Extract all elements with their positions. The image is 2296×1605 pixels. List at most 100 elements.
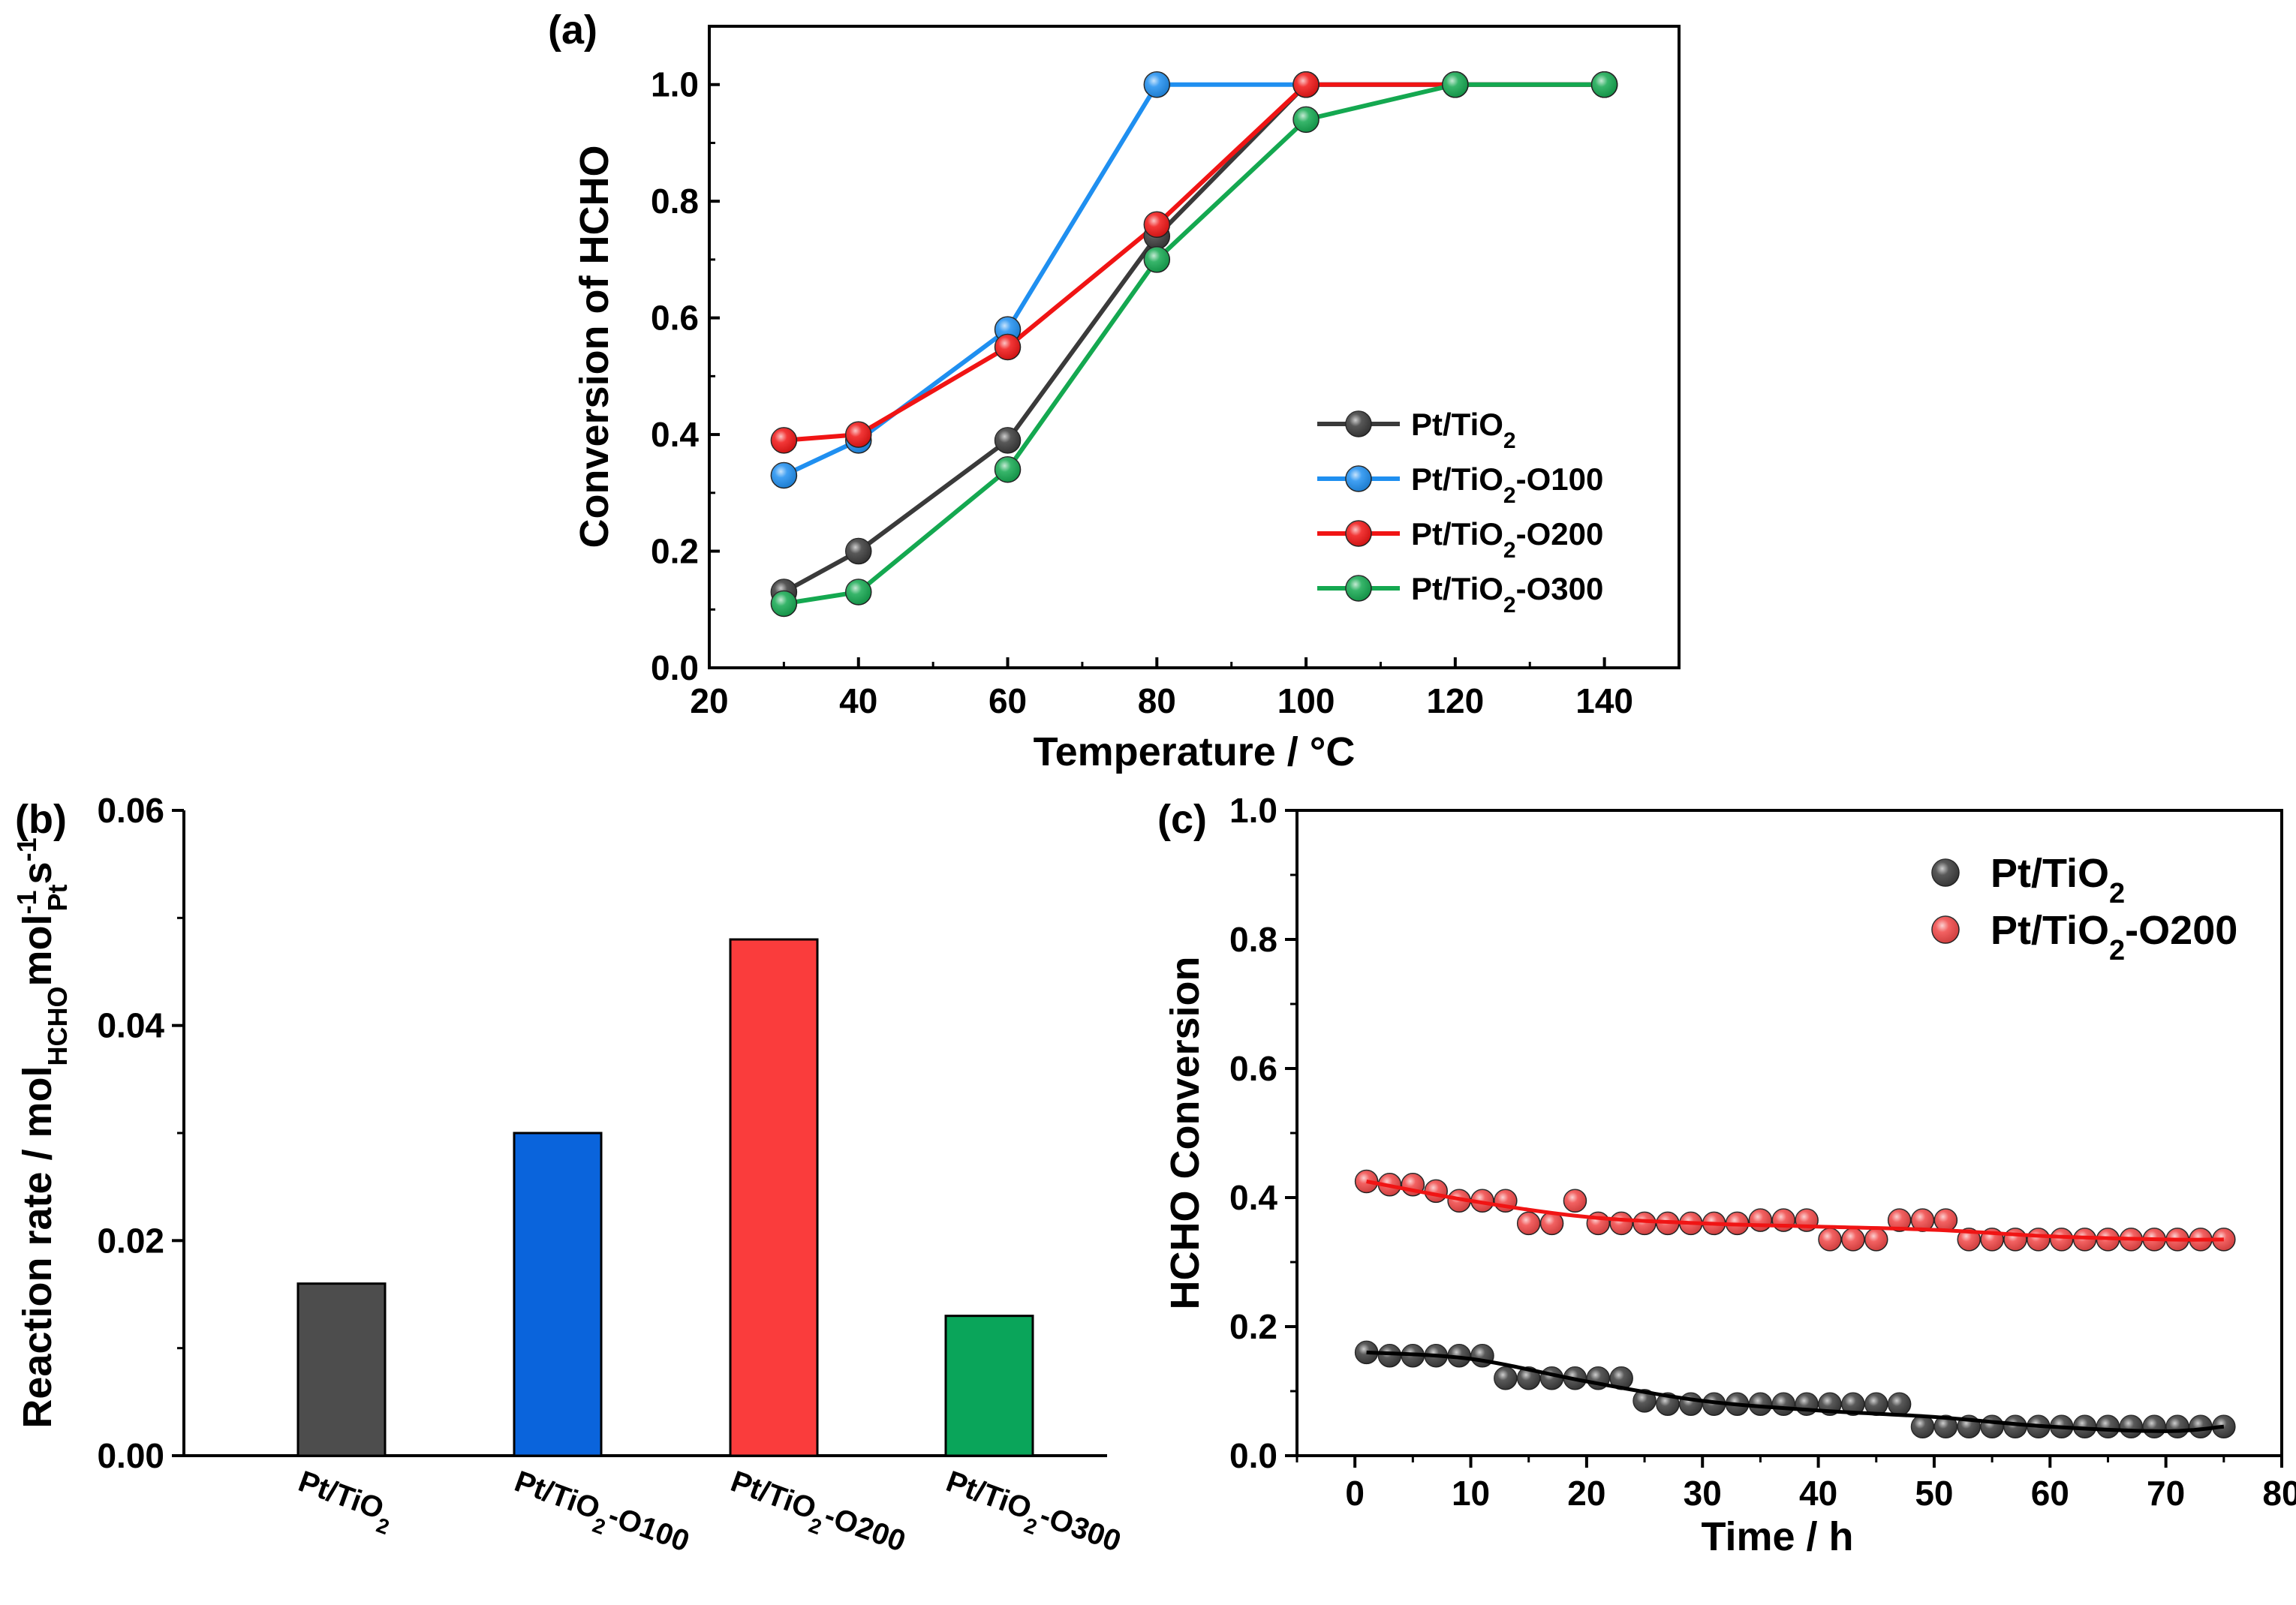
x-tick-label-c: 0 bbox=[1345, 1474, 1365, 1513]
data-point-c-0 bbox=[1494, 1366, 1518, 1390]
data-point-c-0 bbox=[2189, 1414, 2213, 1439]
panel-a-label: (a) bbox=[548, 8, 597, 53]
data-point-c-0 bbox=[2165, 1414, 2189, 1439]
data-point-c-1 bbox=[1841, 1228, 1865, 1252]
data-point-c-1 bbox=[1632, 1211, 1657, 1236]
data-point-a-3 bbox=[770, 590, 798, 618]
x-tick-label-a: 100 bbox=[1277, 681, 1335, 720]
x-tick-label-c: 80 bbox=[2262, 1474, 2296, 1513]
data-point-c-1 bbox=[1957, 1228, 1981, 1252]
data-point-c-1 bbox=[1748, 1208, 1773, 1232]
bar-0 bbox=[296, 1282, 387, 1457]
data-point-c-0 bbox=[1771, 1392, 1796, 1416]
data-point-c-1 bbox=[1771, 1208, 1796, 1232]
legend-label-a: Pt/TiO2-O200 bbox=[1411, 516, 1603, 563]
data-point-a-3 bbox=[1442, 71, 1469, 98]
x-tick-label-c: 50 bbox=[1915, 1474, 1953, 1513]
category-label-b: Pt/TiO2-O300 bbox=[939, 1465, 1125, 1567]
y-tick-label-c: 0.0 bbox=[1229, 1436, 1277, 1475]
data-point-a-1 bbox=[1143, 71, 1171, 98]
fit-line-c-0 bbox=[1366, 1350, 2225, 1433]
legend-label-a: Pt/TiO2 bbox=[1411, 407, 1516, 453]
y-tick-label-c: 1.0 bbox=[1229, 791, 1277, 830]
data-point-a-2 bbox=[1292, 71, 1320, 98]
legend-marker-a bbox=[1345, 575, 1372, 602]
legend-label-a: Pt/TiO2-O100 bbox=[1411, 461, 1603, 508]
y-tick-label-a: 0.4 bbox=[651, 415, 699, 454]
data-point-c-1 bbox=[1887, 1208, 1912, 1232]
y-tick-label-b: 0.04 bbox=[97, 1006, 164, 1045]
data-point-c-0 bbox=[2119, 1414, 2144, 1439]
data-point-a-1 bbox=[770, 461, 798, 489]
category-label-b: Pt/TiO2 bbox=[291, 1465, 399, 1538]
data-point-c-1 bbox=[2003, 1228, 2027, 1252]
y-tick-label-b: 0.06 bbox=[97, 791, 164, 830]
bar-1 bbox=[513, 1132, 603, 1457]
data-point-a-2 bbox=[994, 333, 1022, 361]
panel-c-label: (c) bbox=[1157, 797, 1207, 842]
x-tick-label-c: 20 bbox=[1567, 1474, 1605, 1513]
fit-line-c-1 bbox=[1366, 1180, 2224, 1242]
panel-b-label: (b) bbox=[15, 797, 67, 842]
data-point-c-0 bbox=[1632, 1389, 1657, 1413]
legend-marker-c bbox=[1931, 915, 1960, 944]
x-tick-label-a: 80 bbox=[1138, 681, 1176, 720]
data-point-c-1 bbox=[1933, 1208, 1958, 1232]
data-point-c-0 bbox=[1377, 1343, 1402, 1368]
legend-marker-a bbox=[1345, 410, 1372, 437]
data-point-c-0 bbox=[1980, 1414, 2004, 1439]
data-point-a-3 bbox=[845, 579, 872, 606]
chart-b: (b) 0.00 0.02 0.04 0.06 Pt/TiO2 Pt/TiO2-O100… bbox=[11, 791, 1126, 1567]
y-tick-label-c: 0.8 bbox=[1229, 920, 1277, 959]
data-point-c-1 bbox=[2049, 1228, 2074, 1252]
chart-c: (c) 0 10 20 30 40 50 60 70 800.00.20.40.60.81.0 … bbox=[1157, 791, 2296, 1559]
data-point-a-2 bbox=[770, 427, 798, 454]
x-tick-label-c: 30 bbox=[1684, 1474, 1722, 1513]
data-point-c-1 bbox=[2027, 1228, 2051, 1252]
y-tick-label-a: 0.0 bbox=[651, 648, 699, 687]
x-tick-label-a: 120 bbox=[1426, 681, 1484, 720]
y-axis-title-a: Conversion of HCHO bbox=[572, 145, 617, 548]
data-point-c-0 bbox=[1679, 1392, 1703, 1416]
data-point-c-0 bbox=[2142, 1414, 2166, 1439]
legend-a: Pt/TiO2 Pt/TiO2-O100 Pt/TiO2-O200 Pt/TiO2-O… bbox=[1317, 407, 1603, 618]
data-point-a-3 bbox=[1590, 71, 1618, 98]
data-point-c-0 bbox=[1447, 1343, 1471, 1368]
category-label-b: Pt/TiO2-O100 bbox=[507, 1465, 694, 1567]
x-tick-label-c: 60 bbox=[2031, 1474, 2069, 1513]
x-tick-label-c: 70 bbox=[2147, 1474, 2185, 1513]
data-point-a-2 bbox=[845, 421, 872, 448]
data-point-c-0 bbox=[1841, 1392, 1865, 1416]
bar-3 bbox=[944, 1315, 1034, 1457]
data-point-a-3 bbox=[1143, 246, 1171, 273]
y-tick-label-a: 0.2 bbox=[651, 532, 699, 571]
data-point-a-3 bbox=[1292, 106, 1320, 134]
legend-label-c: Pt/TiO2 bbox=[1991, 851, 2125, 909]
data-point-c-1 bbox=[1563, 1189, 1587, 1213]
x-tick-label-a: 140 bbox=[1575, 681, 1633, 720]
legend-marker-a bbox=[1345, 520, 1372, 547]
data-point-c-0 bbox=[2072, 1414, 2097, 1439]
y-tick-label-c: 0.6 bbox=[1229, 1049, 1277, 1088]
data-point-c-1 bbox=[1910, 1208, 1935, 1232]
y-axis-title-b: Reaction rate / molHCHOmol-1Pts-1 bbox=[11, 837, 73, 1428]
y-tick-label-b: 0.02 bbox=[97, 1221, 164, 1260]
legend-marker-a bbox=[1345, 465, 1372, 492]
data-point-c-1 bbox=[1609, 1211, 1633, 1236]
x-tick-label-a: 60 bbox=[989, 681, 1027, 720]
y-axis-title-c: HCHO Conversion bbox=[1163, 956, 1208, 1309]
data-point-c-0 bbox=[1748, 1392, 1773, 1416]
data-point-c-0 bbox=[1887, 1392, 1912, 1416]
data-point-a-2 bbox=[1143, 211, 1171, 239]
data-point-c-0 bbox=[2003, 1414, 2027, 1439]
category-label-b: Pt/TiO2-O200 bbox=[724, 1465, 910, 1567]
y-tick-label-a: 0.8 bbox=[651, 182, 699, 221]
data-point-a-0 bbox=[845, 537, 872, 565]
x-tick-label-c: 40 bbox=[1799, 1474, 1837, 1513]
data-point-c-1 bbox=[1424, 1179, 1448, 1204]
chart-a: (a) 20 40 60 80 100 120 1400.00.20.40.60.81.0 … bbox=[548, 8, 1681, 774]
x-axis-title-a: Temperature / °C bbox=[1034, 729, 1356, 774]
x-tick-label-c: 10 bbox=[1452, 1474, 1490, 1513]
plot-frame-a bbox=[708, 25, 1681, 669]
y-tick-label-a: 1.0 bbox=[651, 65, 699, 104]
